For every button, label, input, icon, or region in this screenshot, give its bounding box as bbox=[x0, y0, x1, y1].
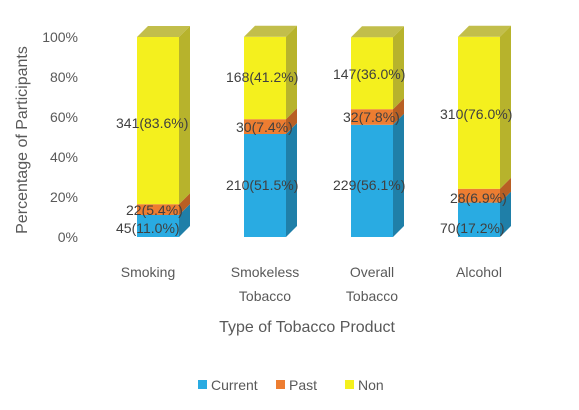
data-label-past-1: 30(7.4%) bbox=[236, 119, 293, 135]
y-tick-label-1: 20% bbox=[50, 189, 78, 205]
legend-swatch-non bbox=[345, 380, 354, 389]
bars-group bbox=[137, 25, 511, 237]
bar-side-non-0 bbox=[179, 26, 190, 205]
bar-side-current-3 bbox=[500, 191, 511, 237]
y-axis-title: Percentage of Participants bbox=[14, 46, 31, 234]
y-tick-label-2: 40% bbox=[50, 149, 78, 165]
data-label-current-1: 210(51.5%) bbox=[226, 177, 298, 193]
category-labels-group: Smoking Smokeless Tobacco Overall Tobacco Alc… bbox=[121, 264, 502, 304]
bar-current-3 bbox=[458, 202, 500, 237]
bar-side-past-0 bbox=[179, 193, 190, 215]
legend-label-non: Non bbox=[358, 377, 384, 393]
data-label-current-3: 70(17.2%) bbox=[440, 220, 505, 236]
bar-current-1 bbox=[244, 134, 286, 237]
data-labels-group: 45(11.0%) 22(5.4%) 341(83.6%) 210(51.5%) 30(… bbox=[116, 66, 512, 236]
bar-non-2 bbox=[351, 37, 393, 110]
bar-current-0 bbox=[137, 215, 179, 237]
bar-past-1 bbox=[244, 119, 286, 134]
bar-side-past-3 bbox=[500, 177, 511, 203]
bar-side-non-1 bbox=[286, 25, 297, 120]
y-axis-ticks: 0% 20% 40% 60% 80% 100% bbox=[42, 29, 78, 245]
bar-past-3 bbox=[458, 188, 500, 203]
bar-non-1 bbox=[244, 36, 286, 120]
data-label-past-2: 32(7.8%) bbox=[343, 109, 400, 125]
bar-side-past-1 bbox=[286, 108, 297, 134]
bar-side-past-2 bbox=[393, 98, 404, 125]
bar-side-non-2 bbox=[393, 26, 404, 110]
legend-swatch-current bbox=[198, 380, 207, 389]
bar-top-1 bbox=[244, 25, 297, 37]
bar-side-non-3 bbox=[500, 25, 511, 189]
bar-non-0 bbox=[137, 37, 179, 205]
category-label-2-0: Overall bbox=[350, 264, 394, 280]
category-label-0-0: Smoking bbox=[121, 264, 175, 280]
bar-top-2 bbox=[351, 26, 404, 38]
bar-side-current-1 bbox=[286, 123, 297, 237]
category-label-1-1: Tobacco bbox=[239, 288, 291, 304]
legend: Current Past Non bbox=[198, 377, 384, 393]
bar-past-2 bbox=[351, 109, 393, 125]
data-label-past-3: 28(6.9%) bbox=[450, 190, 507, 206]
y-tick-label-3: 60% bbox=[50, 109, 78, 125]
bar-past-0 bbox=[137, 204, 179, 215]
data-label-non-2: 147(36.0%) bbox=[333, 66, 405, 82]
legend-label-past: Past bbox=[289, 377, 317, 393]
y-tick-label-4: 80% bbox=[50, 69, 78, 85]
bar-top-0 bbox=[137, 26, 190, 37]
bar-non-3 bbox=[458, 36, 500, 189]
data-label-current-2: 229(56.1%) bbox=[333, 177, 405, 193]
legend-swatch-past bbox=[276, 380, 285, 389]
data-label-non-0: 341(83.6%) bbox=[116, 115, 188, 131]
legend-label-current: Current bbox=[211, 377, 258, 393]
bar-current-2 bbox=[351, 124, 393, 237]
y-tick-label-0: 0% bbox=[58, 229, 78, 245]
data-label-non-3: 310(76.0%) bbox=[440, 106, 512, 122]
y-tick-label-5: 100% bbox=[42, 29, 78, 45]
data-label-past-0: 22(5.4%) bbox=[126, 202, 183, 218]
data-label-current-0: 45(11.0%) bbox=[116, 220, 180, 236]
category-label-2-1: Tobacco bbox=[346, 288, 398, 304]
category-label-1-0: Smokeless bbox=[231, 264, 299, 280]
bar-top-3 bbox=[458, 25, 511, 37]
data-label-non-1: 168(41.2%) bbox=[226, 69, 298, 85]
x-axis-title: Type of Tobacco Product bbox=[219, 319, 395, 336]
category-label-3-0: Alcohol bbox=[456, 264, 502, 280]
bar-side-current-2 bbox=[393, 113, 404, 237]
